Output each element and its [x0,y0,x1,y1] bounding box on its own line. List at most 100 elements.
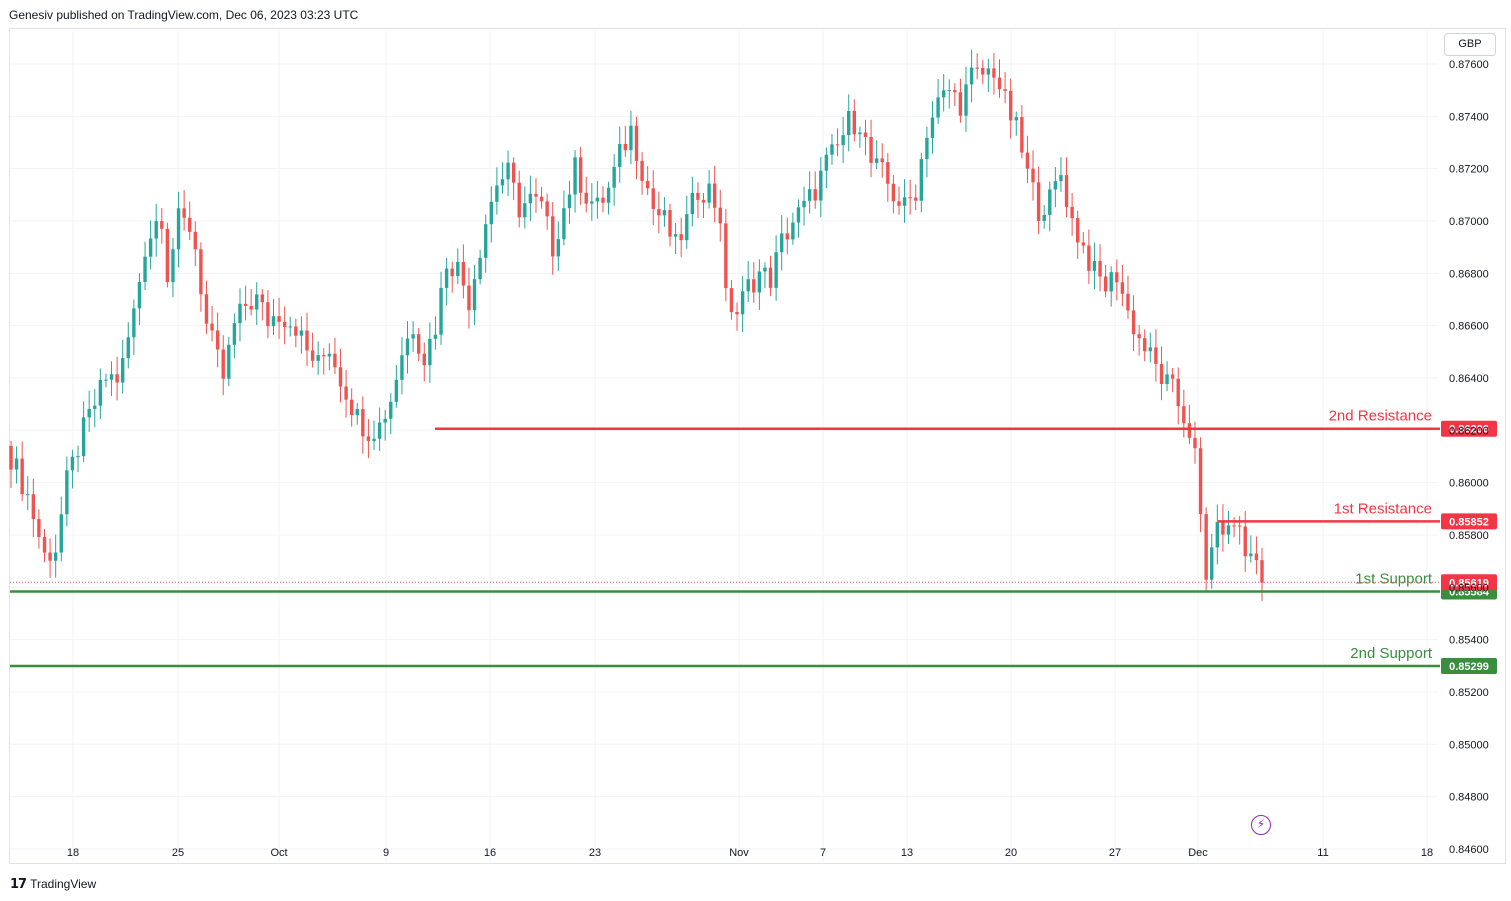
date-tick-label: 18 [1421,847,1433,859]
candle-body [919,159,924,201]
candle-body [93,405,97,409]
candle-body [886,162,890,184]
candle-body [640,160,644,181]
candle-body [366,436,371,442]
candle-body [199,249,203,295]
candle-body [517,182,521,218]
candle-body [1159,363,1164,385]
candle-body [601,197,605,203]
price-tick-label: 0.86400 [1449,373,1489,385]
candle-body [679,234,683,241]
candle-body [355,409,359,416]
candle-body [796,207,801,223]
candle-body [612,166,616,188]
last-price-badge [1441,574,1497,591]
candle-body [685,214,689,241]
candle-body [986,68,991,75]
price-tick-label: 0.85200 [1449,687,1489,699]
candle-body [81,417,86,457]
candle-body [98,379,103,406]
level-lines: 2nd Resistance 0.86206 1st Resistance 0.858… [10,408,1497,675]
currency-button[interactable]: GBP [1444,33,1496,56]
candle-body [551,216,555,257]
price-tick-label: 0.84600 [1449,844,1489,856]
lightning-bolt-icon[interactable]: ⚡ [1251,815,1271,835]
candle-body [227,344,231,379]
candle-body [958,92,963,116]
candle-body [1014,117,1018,121]
footer[interactable]: 17 TradingView [10,876,96,892]
candle-body [405,338,410,356]
candle-body [595,197,600,202]
candle-body [1210,547,1214,580]
level-price-label: 0.85852 [1449,516,1489,528]
candle-body [897,201,901,206]
date-tick-label: 11 [1317,847,1328,859]
candle-body [914,197,918,201]
candle-body [48,552,52,561]
candle-body [1076,218,1080,243]
candle-body [439,287,443,335]
candle-body [1098,260,1102,277]
candle-body [65,470,69,515]
candle-body [1226,525,1231,535]
candle-body [657,209,661,216]
candle-body [59,514,63,553]
candle-body [813,189,817,201]
candle-body [528,193,533,204]
price-tick-label: 0.84800 [1449,792,1489,804]
candle-body [444,268,449,288]
candle-body [76,456,80,458]
candle-body [53,552,58,561]
candle-body [154,221,158,239]
candle-body [115,374,119,383]
price-axis[interactable]: 0.87600 0.87400 0.87200 0.87000 0.86800 0.866… [1449,59,1489,856]
candle-body [14,458,19,470]
candle-body [1008,90,1013,121]
candle-body [807,189,812,201]
level-price-badge [1441,513,1497,530]
candle-body [752,279,756,293]
candle-body [327,353,332,357]
candle-body [1053,181,1058,190]
candle-body [768,267,773,288]
candle-body [9,446,13,470]
candle-body [489,201,493,225]
date-tick-label: Nov [729,847,749,859]
candle-body [1059,175,1063,182]
candle-body [372,438,376,442]
candle-body [282,321,287,328]
date-tick-label: Oct [270,847,287,859]
price-tick-label: 0.85600 [1449,582,1489,594]
candle-body [433,334,438,339]
candle-body [495,185,499,202]
candle-body [835,144,840,146]
candle-body [673,234,678,237]
price-tick-label: 0.85000 [1449,739,1489,751]
candle-body [193,231,197,250]
candle-body [126,337,130,359]
candle-body [623,143,628,151]
candle-body [992,68,996,78]
level-price-badge [1441,420,1497,437]
price-tick-label: 0.85400 [1449,635,1489,647]
candle-body [215,330,220,350]
candle-body [389,401,393,419]
time-axis[interactable]: 18 25 Oct 9 16 23 Nov 7 13 20 27 Dec 11 18 [67,847,1433,859]
candle-body [858,132,862,135]
candle-body [411,334,415,339]
candle-body [204,294,209,324]
candle-body [361,409,365,437]
footer-brand: TradingView [30,877,97,891]
candle-body [1092,260,1097,271]
candle-body [1031,168,1035,183]
tradingview-logo-icon: 17 [10,876,27,892]
candle-body [394,379,399,402]
grid-lines [10,30,1438,862]
level-label: 1st Support [1355,570,1433,587]
candle-body [634,125,639,161]
candle-body [539,196,544,202]
candle-body [288,326,292,328]
candle-body [383,418,387,423]
